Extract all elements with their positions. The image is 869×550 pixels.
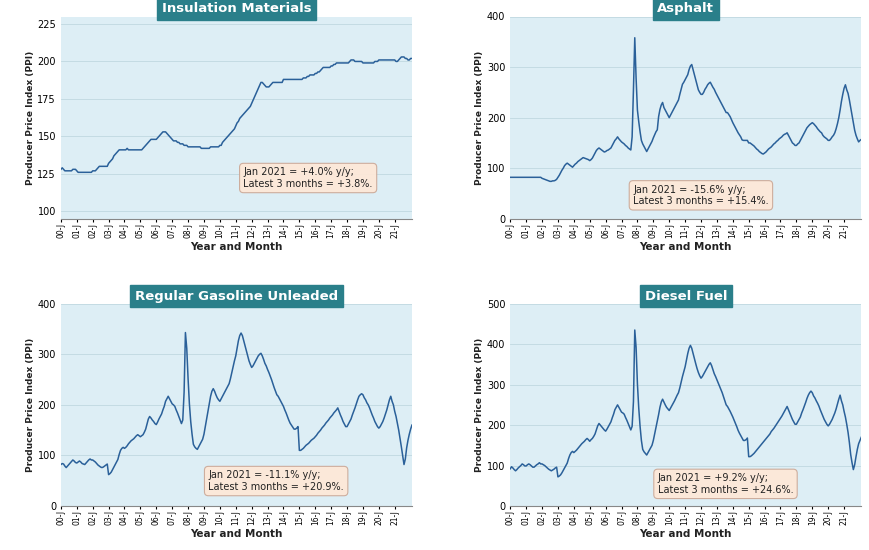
X-axis label: Year and Month: Year and Month: [639, 242, 731, 252]
Title: Asphalt: Asphalt: [657, 2, 713, 15]
Text: Jan 2021 = -11.1% y/y;
Latest 3 months = +20.9%.: Jan 2021 = -11.1% y/y; Latest 3 months =…: [208, 470, 343, 492]
Title: Regular Gasoline Unleaded: Regular Gasoline Unleaded: [135, 289, 337, 302]
Y-axis label: Producer Price Index (PPI): Producer Price Index (PPI): [474, 51, 483, 185]
Text: Jan 2021 = -15.6% y/y;
Latest 3 months = +15.4%.: Jan 2021 = -15.6% y/y; Latest 3 months =…: [633, 185, 768, 206]
Text: Jan 2021 = +4.0% y/y;
Latest 3 months = +3.8%.: Jan 2021 = +4.0% y/y; Latest 3 months = …: [243, 167, 373, 189]
Title: Diesel Fuel: Diesel Fuel: [644, 289, 726, 302]
Y-axis label: Producer Price Index (PPI): Producer Price Index (PPI): [26, 338, 35, 472]
Y-axis label: Producer Price Index (PPI): Producer Price Index (PPI): [25, 51, 35, 185]
Title: Insulation Materials: Insulation Materials: [162, 2, 311, 15]
X-axis label: Year and Month: Year and Month: [190, 530, 282, 540]
Y-axis label: Producer Price Index (PPI): Producer Price Index (PPI): [474, 338, 483, 472]
X-axis label: Year and Month: Year and Month: [639, 530, 731, 540]
X-axis label: Year and Month: Year and Month: [190, 242, 282, 252]
Text: Jan 2021 = +9.2% y/y;
Latest 3 months = +24.6%.: Jan 2021 = +9.2% y/y; Latest 3 months = …: [657, 473, 793, 494]
